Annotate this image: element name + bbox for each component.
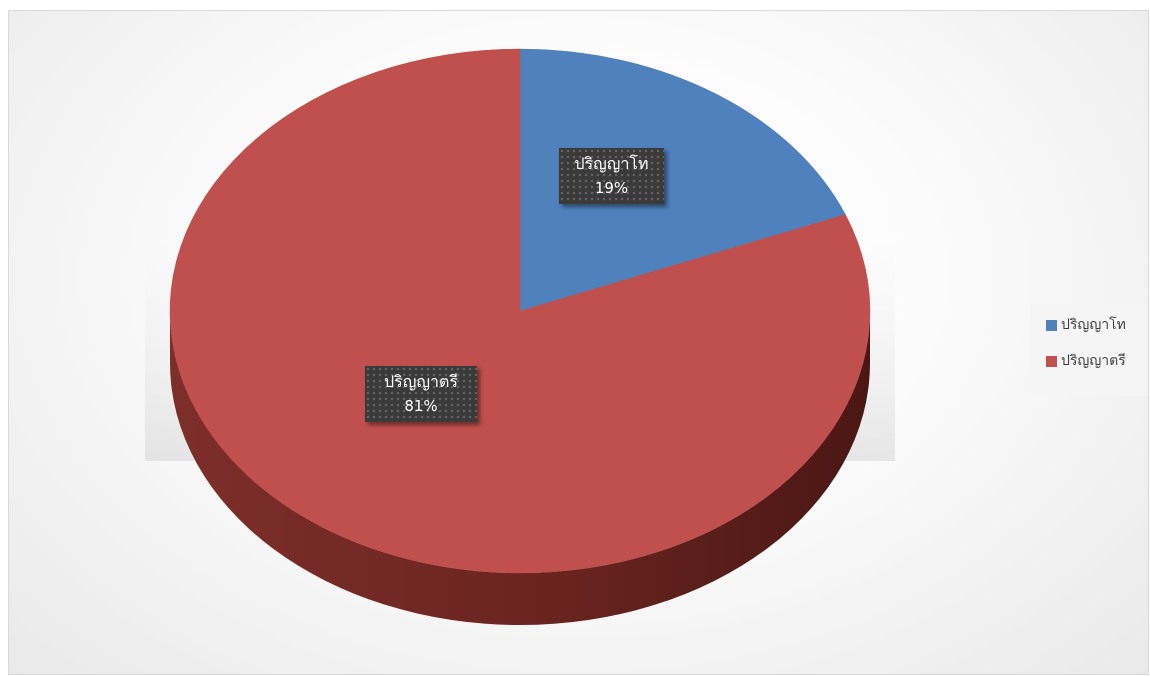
data-label-percent: 81%	[404, 397, 438, 415]
legend-swatch-bachelors	[1046, 355, 1057, 367]
legend-item-bachelors: ปริญญาตรี	[1046, 350, 1148, 372]
pie-slice-masters	[519, 48, 846, 312]
data-label-bachelors: ปริญญาตรี 81%	[365, 366, 477, 422]
legend: ปริญญาโท ปริญญาตรี	[1030, 304, 1148, 396]
legend-swatch-masters	[1046, 319, 1057, 331]
pie-top	[169, 48, 871, 574]
pie-chart	[145, 48, 895, 625]
pie-slice-bachelors	[169, 48, 871, 574]
legend-label: ปริญญาตรี	[1061, 353, 1126, 369]
legend-item-masters: ปริญญาโท	[1046, 314, 1148, 336]
data-label-category: ปริญญาตรี	[384, 372, 458, 391]
legend-label: ปริญญาโท	[1061, 317, 1126, 333]
data-label-masters: ปริญญาโท 19%	[559, 148, 664, 204]
data-label-category: ปริญญาโท	[574, 154, 649, 173]
pie-side-wall	[170, 311, 870, 625]
chart-area: ปริญญาโท 19% ปริญญาตรี 81% ปริญญาโท ปริญ…	[8, 10, 1149, 675]
data-label-percent: 19%	[594, 179, 629, 197]
